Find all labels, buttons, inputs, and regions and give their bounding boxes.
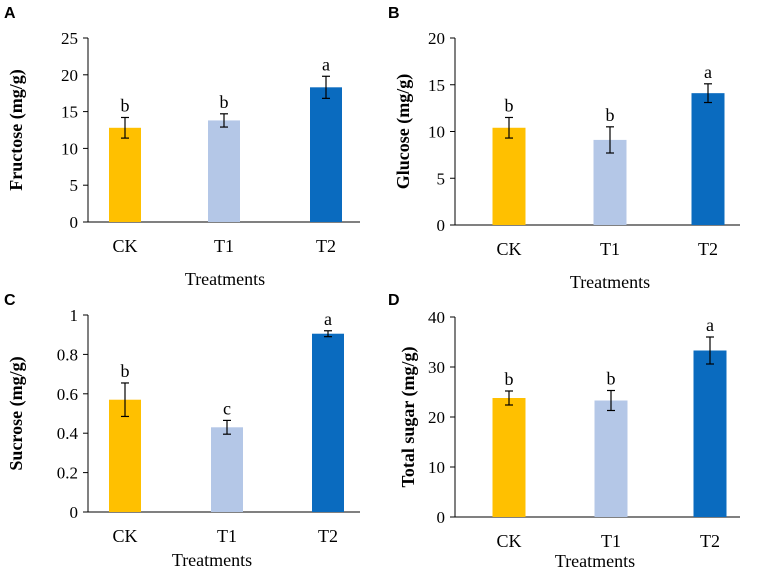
- y-tick-label: 15: [61, 103, 78, 122]
- error-bar-t1: [607, 389, 615, 412]
- panel-d: D 0 10 20 30 40 b CK b T1 a T2 Treatments Total sugar…: [388, 292, 740, 570]
- significance-letter: a: [324, 309, 332, 329]
- error-bar-t2: [324, 330, 332, 338]
- bar-t1: [593, 139, 627, 225]
- panel-a: A 0 5 10 15 20 25 b CK b T1 a T2 Treatments Fructose (…: [4, 5, 360, 289]
- significance-letter: b: [606, 105, 615, 125]
- panel-letter: C: [4, 292, 16, 309]
- significance-letter: a: [322, 54, 330, 74]
- y-tick-label: 0.4: [57, 424, 79, 443]
- panel-letter: D: [388, 292, 400, 309]
- error-bar-t2: [704, 83, 712, 104]
- error-bar-t1: [223, 419, 231, 435]
- y-tick-label: 0.2: [57, 464, 78, 483]
- bar-ck: [109, 399, 141, 512]
- error-bar-t2: [322, 75, 330, 99]
- x-category-label: T1: [214, 236, 234, 256]
- x-axis-title: Treatments: [555, 551, 635, 570]
- significance-letter: b: [121, 361, 130, 381]
- y-axis-title: Sucrose (mg/g): [6, 356, 27, 470]
- x-category-label: T1: [217, 526, 237, 546]
- y-axis-title: Glucose (mg/g): [393, 74, 414, 189]
- error-bar-ck: [121, 382, 129, 418]
- error-bar-ck: [505, 116, 513, 139]
- x-category-label: CK: [112, 526, 137, 546]
- x-category-label: T2: [700, 531, 720, 551]
- error-bar-t2: [706, 336, 714, 365]
- y-tick-label: 0.6: [57, 385, 78, 404]
- x-category-label: T2: [318, 526, 338, 546]
- error-bar-ck: [505, 390, 513, 406]
- x-category-label: CK: [496, 239, 521, 259]
- bar-t2: [693, 350, 727, 517]
- y-tick-label: 20: [61, 66, 78, 85]
- y-tick-label: 0.8: [57, 345, 78, 364]
- x-category-label: T2: [316, 236, 336, 256]
- panel-letter: B: [388, 5, 400, 22]
- bar-t1: [211, 427, 243, 512]
- y-tick-label: 40: [428, 308, 445, 327]
- y-tick-label: 30: [428, 358, 445, 377]
- significance-letter: b: [121, 95, 130, 115]
- error-bar-ck: [121, 116, 129, 139]
- y-tick-label: 10: [428, 123, 445, 142]
- y-tick-label: 5: [437, 169, 446, 188]
- significance-letter: b: [607, 369, 616, 389]
- y-tick-label: 0: [437, 216, 446, 235]
- y-tick-label: 10: [61, 139, 78, 158]
- bar-ck: [492, 127, 526, 225]
- bar-t1: [594, 400, 628, 517]
- error-bar-t1: [220, 113, 228, 128]
- y-tick-label: 1: [70, 306, 79, 325]
- x-axis-title: Treatments: [172, 550, 252, 570]
- y-axis-title: Total sugar (mg/g): [398, 346, 419, 487]
- x-category-label: CK: [112, 236, 137, 256]
- x-axis-title: Treatments: [570, 272, 650, 292]
- x-category-label: T1: [601, 531, 621, 551]
- y-tick-label: 20: [428, 29, 445, 48]
- significance-letter: a: [704, 62, 712, 82]
- y-tick-label: 0: [70, 503, 79, 522]
- bar-t2: [310, 87, 342, 222]
- y-tick-label: 0: [437, 508, 446, 527]
- bar-t1: [208, 120, 240, 222]
- panel-c: C 0 0.2 0.4 0.6 0.8 1 b CK c T1 a T2 Treatments Sucros…: [4, 292, 360, 570]
- y-tick-label: 25: [61, 29, 78, 48]
- bar-t2: [691, 93, 725, 225]
- error-bar-t1: [606, 126, 614, 154]
- significance-letter: c: [223, 398, 231, 418]
- y-tick-label: 0: [70, 213, 79, 232]
- significance-letter: b: [505, 95, 514, 115]
- panel-b: B 0 5 10 15 20 b CK b T1 a T2 Treatments Glucose (mg/…: [388, 5, 740, 292]
- x-category-label: T2: [698, 239, 718, 259]
- y-tick-label: 10: [428, 458, 445, 477]
- y-tick-label: 5: [70, 176, 79, 195]
- y-tick-label: 20: [428, 408, 445, 427]
- bar-ck: [492, 398, 526, 517]
- y-tick-label: 15: [428, 76, 445, 95]
- x-category-label: T1: [600, 239, 620, 259]
- panel-letter: A: [4, 5, 16, 22]
- significance-letter: a: [706, 315, 714, 335]
- bar-ck: [109, 127, 141, 222]
- x-axis-title: Treatments: [185, 269, 265, 289]
- significance-letter: b: [220, 92, 229, 112]
- x-category-label: CK: [496, 531, 521, 551]
- y-axis-title: Fructose (mg/g): [6, 69, 27, 190]
- bar-t2: [312, 333, 344, 512]
- significance-letter: b: [505, 369, 514, 389]
